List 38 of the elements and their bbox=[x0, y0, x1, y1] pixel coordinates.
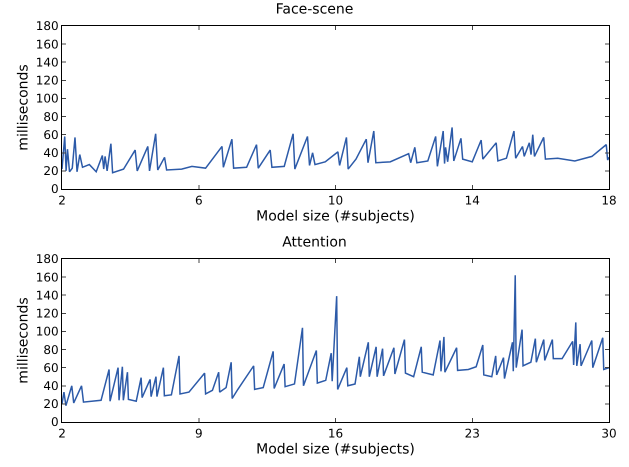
y-tick-label: 140 bbox=[36, 288, 59, 302]
y-tick-label: 0 bbox=[50, 415, 59, 430]
x-tick-label: 2 bbox=[58, 193, 66, 208]
y-tick-label: 120 bbox=[36, 74, 59, 88]
chart-title: Face-scene bbox=[276, 1, 354, 18]
y-tick-label: 20 bbox=[43, 397, 59, 412]
x-tick-label: 23 bbox=[464, 426, 480, 440]
y-axis-title: milliseconds bbox=[15, 297, 32, 384]
x-tick-label: 18 bbox=[601, 193, 617, 208]
y-tick-label: 60 bbox=[43, 128, 59, 142]
y-tick-label: 40 bbox=[43, 146, 59, 160]
x-tick-label: 9 bbox=[194, 426, 203, 440]
line-series bbox=[62, 274, 609, 406]
x-tick-label: 2 bbox=[58, 426, 66, 440]
y-axis-title: milliseconds bbox=[15, 64, 32, 151]
chart-title: Attention bbox=[282, 234, 347, 250]
y-tick-label: 120 bbox=[36, 306, 59, 321]
x-tick-label: 14 bbox=[464, 193, 480, 208]
y-tick-label: 20 bbox=[43, 164, 59, 178]
y-tick-label: 180 bbox=[36, 252, 59, 266]
x-tick-label: 6 bbox=[194, 193, 203, 208]
y-tick-label: 100 bbox=[36, 324, 59, 339]
y-tick-label: 100 bbox=[36, 92, 59, 106]
y-tick-label: 140 bbox=[36, 55, 59, 70]
x-tick-label: 16 bbox=[328, 426, 344, 440]
y-tick-label: 0 bbox=[50, 182, 59, 196]
line-series bbox=[62, 126, 609, 174]
y-tick-label: 60 bbox=[43, 360, 59, 375]
x-tick-label: 30 bbox=[601, 426, 617, 440]
y-tick-label: 180 bbox=[36, 19, 59, 34]
x-axis-title: Model size (#subjects) bbox=[256, 442, 415, 458]
y-tick-label: 160 bbox=[36, 270, 59, 284]
x-axis-title: Model size (#subjects) bbox=[256, 208, 415, 225]
y-tick-label: 160 bbox=[36, 37, 59, 52]
y-tick-label: 80 bbox=[43, 342, 59, 357]
y-tick-label: 80 bbox=[43, 110, 59, 124]
y-tick-label: 40 bbox=[43, 378, 59, 393]
x-tick-label: 10 bbox=[328, 193, 344, 208]
